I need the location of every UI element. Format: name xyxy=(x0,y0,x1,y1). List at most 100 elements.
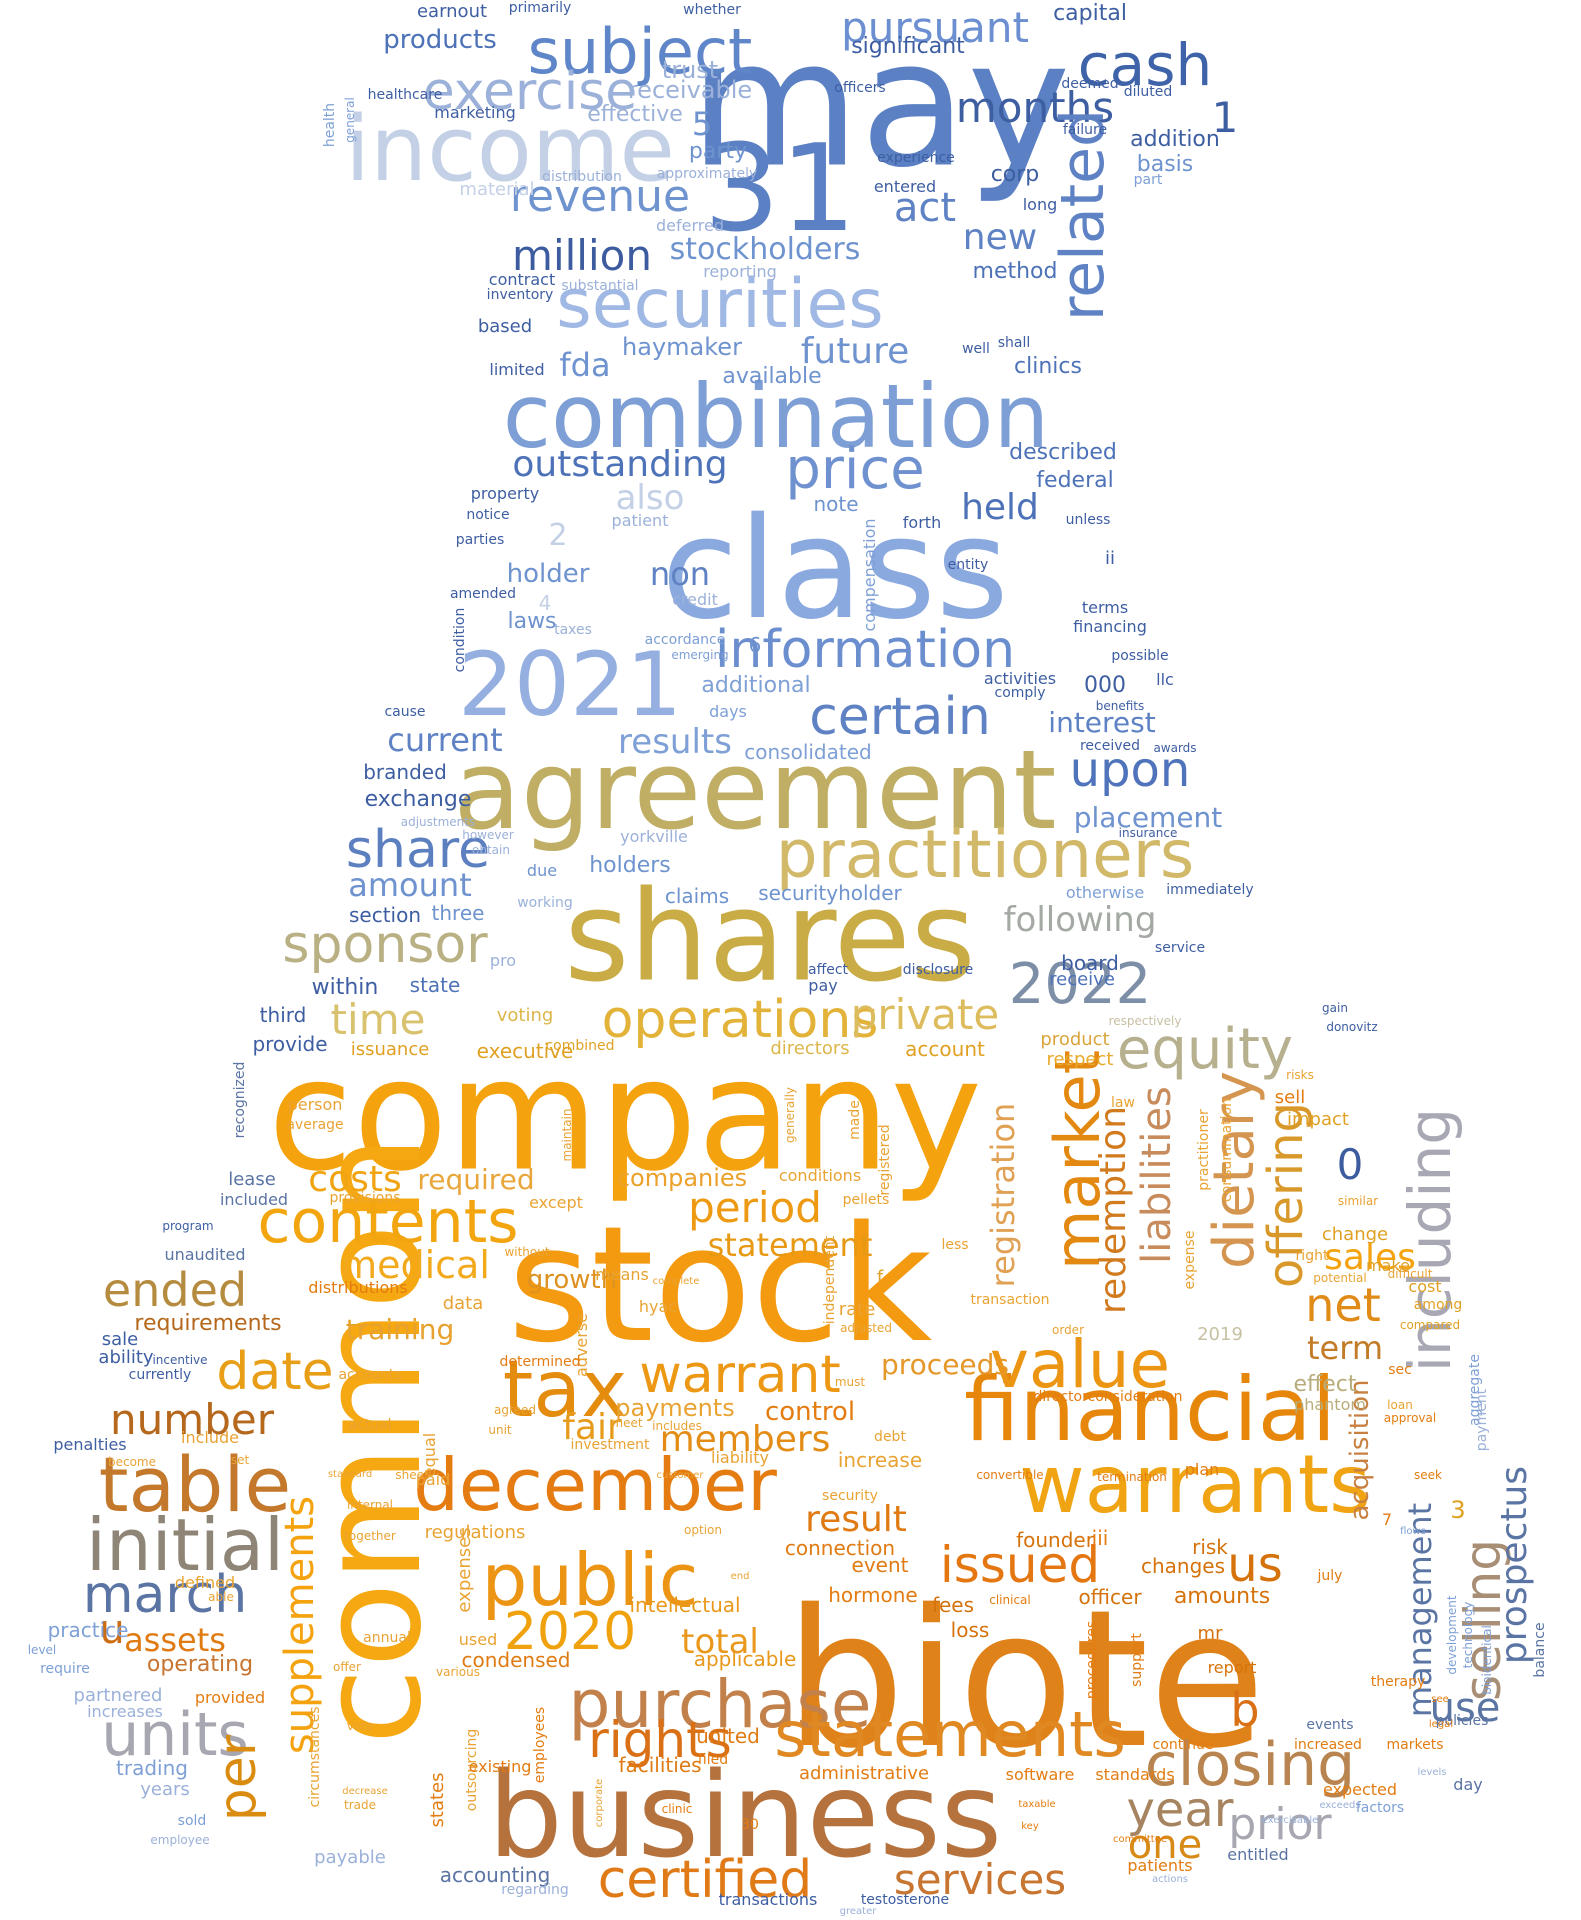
word-employees: employees xyxy=(532,1706,548,1784)
word-approximately: approximately xyxy=(656,166,758,182)
word-exceeds: exceeds xyxy=(1319,1800,1361,1811)
word-pellets: pellets xyxy=(842,1192,890,1208)
word-gain: gain xyxy=(1322,1001,1348,1015)
word-sale: sale xyxy=(101,1329,139,1350)
word-current: current xyxy=(387,721,503,759)
word-required: required xyxy=(417,1163,535,1196)
word-require: require xyxy=(40,1661,90,1677)
word-clinic: clinic xyxy=(661,1802,693,1816)
word-changes: changes xyxy=(1140,1554,1226,1578)
word-due: due xyxy=(526,861,558,880)
word-approval: approval xyxy=(1383,1411,1437,1425)
word-experience: experience xyxy=(877,150,955,166)
word-cash: cash xyxy=(1077,31,1213,99)
word-fair: fair xyxy=(562,1407,622,1448)
word-reporting: reporting xyxy=(703,262,777,281)
word-day: day xyxy=(1453,1775,1483,1794)
word-payments: payments xyxy=(615,1394,735,1422)
word-2020: 2020 xyxy=(503,1602,637,1662)
word-consummation: consummation xyxy=(1219,1098,1235,1202)
word-event: event xyxy=(851,1553,909,1577)
word-addition: addition xyxy=(1130,127,1220,152)
word-report: report xyxy=(1207,1658,1257,1677)
word-defined: defined xyxy=(174,1573,236,1592)
word-time: time xyxy=(330,995,426,1044)
word-class: class xyxy=(661,488,1009,651)
word-balance: balance xyxy=(1532,1622,1548,1678)
word-pay: pay xyxy=(808,976,838,995)
word-received: received xyxy=(1079,738,1141,754)
word-complete: complete xyxy=(652,1276,700,1287)
word-greater: greater xyxy=(839,1906,877,1917)
word-maintain: maintain xyxy=(560,1108,574,1162)
word-exercisable: exercisable xyxy=(1261,1815,1319,1826)
word-iii: iii xyxy=(1091,1526,1109,1550)
word-incentive: incentive xyxy=(152,1353,208,1367)
word-condensed: condensed xyxy=(461,1648,571,1672)
word-effect: effect xyxy=(1293,1372,1357,1397)
word-distributions: distributions xyxy=(308,1278,408,1297)
word-average: average xyxy=(286,1117,344,1133)
word-regulations: regulations xyxy=(424,1522,526,1543)
word-warrants: warrants xyxy=(1019,1438,1371,1531)
word-million: million xyxy=(512,231,652,280)
word-stock: stock xyxy=(507,1191,933,1378)
word-period: period xyxy=(688,1183,822,1232)
word-filed: filed xyxy=(697,1752,729,1768)
word-operating: operating xyxy=(146,1652,254,1677)
word-following: following xyxy=(1003,900,1157,940)
word-results: results xyxy=(618,722,732,762)
word-assets: assets xyxy=(124,1621,226,1659)
word-failure: failure xyxy=(1062,122,1108,138)
word-purchase: purchase xyxy=(568,1666,872,1743)
word-information: information xyxy=(714,620,1016,680)
word-policies: policies xyxy=(1435,1713,1489,1729)
word-tax: tax xyxy=(502,1345,628,1435)
word-partnered: partnered xyxy=(73,1685,163,1706)
word-unit: unit xyxy=(488,1423,512,1437)
word-operations: operations xyxy=(601,990,879,1050)
word-branded: branded xyxy=(363,760,447,784)
word-rights: rights xyxy=(588,1711,732,1769)
word-markets: markets xyxy=(1386,1737,1444,1753)
word-comply: comply xyxy=(994,685,1046,701)
word-security: security xyxy=(822,1488,878,1504)
word-amount: amount xyxy=(348,866,472,904)
word-future: future xyxy=(800,331,910,372)
word-regarding: regarding xyxy=(501,1882,569,1898)
word-currently: currently xyxy=(128,1367,192,1383)
word-years: years xyxy=(140,1779,190,1800)
word-receive: receive xyxy=(1049,969,1115,990)
word-sold: sold xyxy=(177,1813,207,1829)
word-circumstances: circumstances xyxy=(307,1706,323,1808)
word-healthcare: healthcare xyxy=(367,87,443,103)
word-difficult: difficult xyxy=(1387,1267,1433,1281)
word-company: company xyxy=(267,1024,983,1206)
word-diluted: diluted xyxy=(1123,84,1173,100)
word-procedures: procedures xyxy=(1084,1620,1100,1700)
word-described: described xyxy=(1009,440,1117,465)
word-per: per xyxy=(208,1734,268,1822)
word-us: us xyxy=(1227,1537,1283,1593)
word-existing: existing xyxy=(468,1757,532,1776)
word-meet: meet xyxy=(611,1416,643,1430)
word-obtain: obtain xyxy=(472,843,510,857)
word-securities: securities xyxy=(556,265,884,344)
word-united: united xyxy=(696,1724,760,1748)
word-net: net xyxy=(1305,1278,1381,1332)
word-u: u xyxy=(99,1607,125,1653)
word-loss: loss xyxy=(950,1618,990,1642)
word-revenue: revenue xyxy=(509,171,691,222)
word-end: end xyxy=(730,1571,750,1582)
word-potential: potential xyxy=(1313,1271,1367,1285)
word-key: key xyxy=(1021,1821,1039,1832)
word-together: together xyxy=(344,1529,396,1543)
word-events: events xyxy=(1306,1717,1354,1733)
word-pursuant: pursuant xyxy=(841,3,1029,52)
word-payable: payable xyxy=(314,1847,386,1868)
word-employee: employee xyxy=(150,1833,210,1847)
word-hormone: hormone xyxy=(828,1583,918,1607)
word-2019: 2019 xyxy=(1197,1324,1243,1345)
word-committee: committee xyxy=(1112,1834,1168,1845)
word-amended: amended xyxy=(449,586,517,602)
